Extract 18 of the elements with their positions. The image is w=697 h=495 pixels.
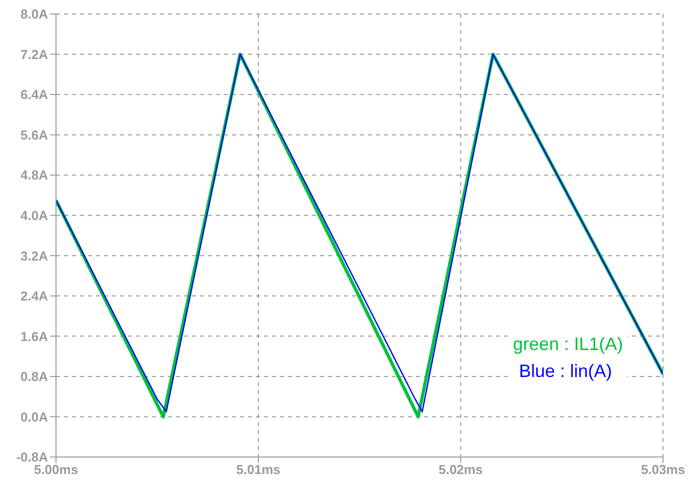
y-tick-label: 5.6A <box>20 127 49 142</box>
text: Blue : lin(A) <box>518 360 613 383</box>
x-tick-label: 5.00ms <box>34 462 78 478</box>
x-tick-label: 5.03ms <box>640 462 686 478</box>
y-tick-label: 1.6A <box>20 328 49 344</box>
y-tick-label: 6.4A <box>20 87 49 102</box>
y-tick-label: 4.0A <box>20 208 49 223</box>
y-tick-label: 0.0A <box>20 409 49 424</box>
y-tick-label: 3.2A <box>20 248 49 264</box>
y-tick-label: 0.8A <box>20 369 49 384</box>
y-tick-label: 2.4A <box>20 288 49 304</box>
x-tick-label: 5.02ms <box>438 462 483 478</box>
y-tick-label: 8.0A <box>20 6 49 22</box>
series-label: green : IL1(A) <box>512 333 624 356</box>
y-tick-label: 4.8A <box>20 168 49 183</box>
y-tick-label: 7.2A <box>20 46 49 62</box>
x-tick-label: 5.01ms <box>236 462 280 478</box>
y-tick-label: -0.8A <box>16 450 49 465</box>
